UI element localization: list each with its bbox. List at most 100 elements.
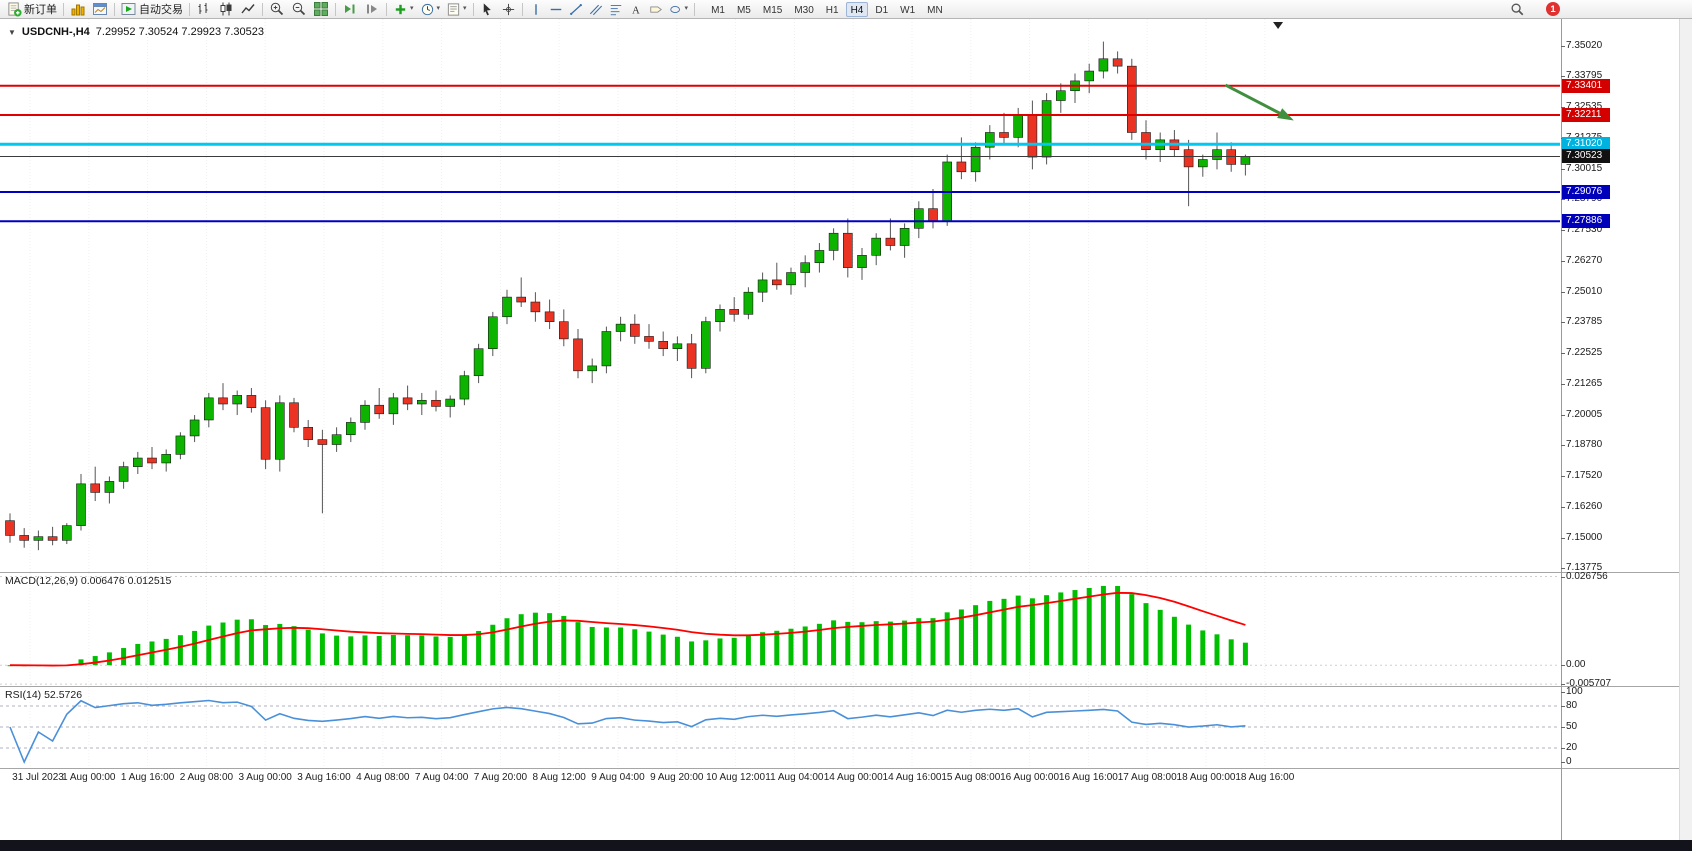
timeframe-w1-button[interactable]: W1 — [900, 4, 916, 16]
time-axis-label: 9 Aug 20:00 — [650, 772, 704, 783]
time-axis-label: 14 Aug 00:00 — [823, 772, 883, 783]
timeframe-m1-button[interactable]: M1 — [711, 4, 725, 16]
crosshair-icon — [502, 3, 514, 15]
zoom-out-button[interactable] — [288, 1, 310, 18]
toolbar-separator — [262, 2, 263, 16]
equidistant-channel-icon — [589, 4, 602, 15]
time-axis[interactable]: 31 Jul 2023 1 Aug 00:00 1 Aug 16:00 2 Aug 0… — [0, 769, 1560, 786]
new-order-button[interactable]: 新订单 — [4, 1, 60, 18]
timeframe-mn-button[interactable]: MN — [927, 4, 943, 16]
trendline-button[interactable] — [566, 1, 586, 18]
time-axis-label: 1 Aug 00:00 — [62, 772, 116, 783]
rsi-scale-label: 100 — [1561, 686, 1583, 697]
chevron-down-icon: ▾ — [463, 5, 467, 12]
shapes-icon — [669, 5, 680, 13]
new-order-label: 新订单 — [24, 4, 57, 16]
price-chart-panel[interactable]: ▼ USDCNH-,H4 7.29952 7.30524 7.29923 7.3… — [0, 19, 1560, 572]
indicators-plus-icon — [395, 4, 406, 14]
price-tick-label: 7.26270 — [1560, 254, 1603, 266]
label-tool-button[interactable] — [646, 1, 666, 18]
line-chart-type-button[interactable] — [237, 1, 259, 18]
price-line-badge: 7.27886 — [1562, 214, 1610, 229]
rsi-panel[interactable]: RSI(14) 52.5726 — [0, 687, 1560, 768]
toolbar-separator — [63, 2, 64, 16]
periods-button[interactable]: ▾ — [417, 1, 444, 18]
price-axis[interactable]: 7.350207.337957.325357.312757.300157.287… — [1560, 0, 1681, 840]
chart-title: ▼ USDCNH-,H4 7.29952 7.30524 7.29923 7.3… — [8, 26, 264, 38]
time-axis-label: 16 Aug 16:00 — [1058, 772, 1118, 783]
chart-collapse-icon[interactable]: ▼ — [8, 27, 16, 37]
price-tick-label: 7.23785 — [1560, 316, 1603, 328]
auto-scroll-button[interactable] — [339, 1, 361, 18]
macd-panel[interactable]: MACD(12,26,9) 0.006476 0.012515 — [0, 573, 1560, 686]
panel-separator[interactable] — [0, 686, 1692, 687]
candlestick-type-button[interactable] — [215, 1, 237, 18]
toolbar-separator — [386, 2, 387, 16]
indicators-button[interactable]: ▾ — [390, 1, 417, 18]
taskbar-strip — [0, 840, 1692, 851]
search-button[interactable] — [1507, 1, 1528, 18]
charts-icon — [71, 4, 85, 16]
time-axis-label: 1 Aug 16:00 — [120, 772, 175, 783]
toolbar-separator — [694, 2, 696, 16]
timeframe-m5-button[interactable]: M5 — [736, 4, 751, 16]
charts-menu-button[interactable] — [67, 1, 89, 18]
price-tick-label: 7.30015 — [1560, 162, 1603, 174]
rsi-scale-label: 50 — [1560, 721, 1578, 732]
template-icon — [447, 2, 460, 16]
timeframe-m30-button[interactable]: M30 — [794, 4, 814, 16]
line-chart-type-icon — [241, 4, 255, 14]
tile-windows-button[interactable] — [310, 1, 332, 18]
timeframe-buttons: M1 M5 M15 M30 H1 H4 D1 W1 MN — [706, 1, 948, 17]
templates-button[interactable]: ▾ — [443, 1, 470, 18]
auto-trading-button[interactable]: 自动交易 — [118, 1, 186, 18]
macd-plot — [0, 573, 1560, 686]
search-icon — [1511, 3, 1524, 15]
time-axis-label: 11 Aug 04:00 — [765, 772, 824, 783]
panel-separator[interactable] — [0, 572, 1692, 573]
time-axis-label: 7 Aug 04:00 — [414, 772, 469, 783]
chart-shift-button[interactable] — [361, 1, 383, 18]
text-tool-button[interactable]: A — [626, 1, 646, 18]
cursor-button[interactable] — [477, 1, 498, 18]
rsi-scale-label: 80 — [1560, 700, 1578, 711]
time-axis-label: 31 Jul 2023 — [12, 772, 64, 783]
time-axis-label: 2 Aug 08:00 — [179, 772, 234, 783]
toolbar-separator — [472, 2, 474, 16]
price-line-badge: 7.32211 — [1562, 108, 1610, 123]
timeframe-h4-button[interactable]: H4 — [845, 1, 869, 17]
time-axis-label: 15 Aug 08:00 — [941, 772, 1001, 783]
zoom-in-button[interactable] — [266, 1, 288, 18]
price-chart-plot — [0, 19, 1560, 572]
fibonacci-button[interactable] — [606, 1, 626, 18]
clock-icon — [421, 3, 433, 15]
macd-label: MACD(12,26,9) 0.006476 0.012515 — [5, 575, 172, 587]
time-axis-label: 18 Aug 16:00 — [1235, 772, 1295, 783]
toolbar-separator — [335, 2, 336, 16]
price-tick-label: 7.13775 — [1560, 561, 1603, 573]
price-tick-label: 7.32535 — [1560, 101, 1603, 113]
price-line-badge: 7.31020 — [1562, 137, 1610, 152]
shapes-button[interactable]: ▾ — [666, 1, 692, 18]
timeframe-h1-button[interactable]: H1 — [825, 4, 839, 16]
price-tick-label: 7.27530 — [1560, 224, 1603, 236]
price-tick-label: 7.18780 — [1560, 439, 1603, 451]
notification-badge[interactable]: 1 — [1546, 2, 1560, 16]
time-axis-label: 18 Aug 00:00 — [1176, 772, 1236, 783]
time-axis-label: 4 Aug 08:00 — [356, 772, 410, 783]
crosshair-button[interactable] — [498, 1, 519, 18]
horizontal-line-button[interactable] — [546, 1, 566, 18]
bar-chart-type-button[interactable] — [193, 1, 215, 18]
rsi-scale-label: 20 — [1560, 742, 1578, 753]
chevron-down-icon: ▾ — [410, 5, 414, 12]
channel-button[interactable] — [586, 1, 606, 18]
timeframe-d1-button[interactable]: D1 — [875, 4, 889, 16]
toolbar-right-group: 1 — [1507, 1, 1560, 18]
timeframe-m15-button[interactable]: M15 — [762, 4, 783, 16]
vertical-line-button[interactable] — [526, 1, 546, 18]
price-tick-label: 7.21265 — [1560, 377, 1603, 389]
label-tool-icon — [649, 5, 662, 13]
vertical-scrollbar[interactable] — [1679, 19, 1692, 840]
profiles-button[interactable] — [89, 1, 111, 18]
